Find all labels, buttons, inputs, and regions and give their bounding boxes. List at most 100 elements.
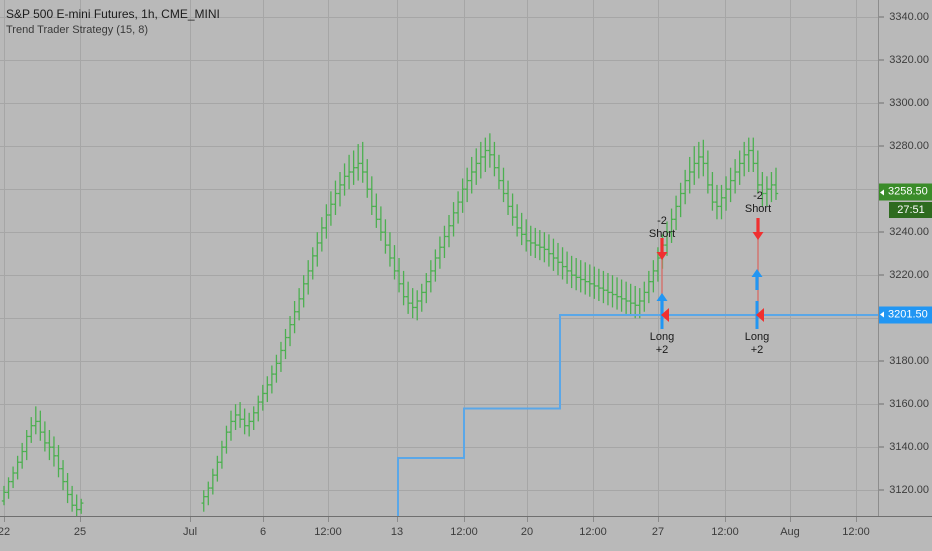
trade-markers [656, 218, 764, 329]
gridline-h [0, 189, 878, 191]
gridline-h [0, 146, 878, 148]
price-axis[interactable]: 3340.003320.003300.003280.003260.003240.… [878, 0, 932, 516]
gridline-v [190, 0, 191, 516]
gridline-h [0, 490, 878, 492]
trade-action: Long [744, 331, 770, 343]
gridline-v [593, 0, 594, 516]
time-axis-label: 12:00 [842, 526, 870, 538]
time-tick [527, 517, 528, 522]
price-axis-label: 3340.00 [889, 11, 929, 24]
last-price-badge[interactable]: 3258.50 [879, 183, 932, 201]
gridline-h [0, 232, 878, 234]
gridline-v [856, 0, 857, 516]
price-axis-label: 3220.00 [889, 269, 929, 282]
price-tick [879, 16, 884, 18]
short-trade-label: -2 Short [649, 215, 675, 241]
time-tick [658, 517, 659, 522]
trade-action: Short [744, 203, 772, 215]
price-tick [879, 145, 884, 147]
time-tick [397, 517, 398, 522]
time-axis-label: 12:00 [450, 526, 478, 538]
time-tick [80, 517, 81, 522]
time-axis-label: Jul [182, 526, 198, 538]
trade-qty: -2 [657, 215, 667, 227]
time-tick [190, 517, 191, 522]
gridline-h [0, 318, 878, 320]
time-axis-label: 6 [259, 526, 267, 538]
position-close-triangle-icon [661, 307, 669, 322]
time-axis-label: 20 [520, 526, 534, 538]
time-tick [856, 517, 857, 522]
gridline-v [397, 0, 398, 516]
price-bars [1, 133, 779, 516]
time-axis-label: 13 [390, 526, 404, 538]
countdown-badge: 27:51 [889, 202, 932, 219]
strategy-line-path [397, 313, 878, 516]
price-axis-label: 3240.00 [889, 226, 929, 239]
gridline-h [0, 275, 878, 277]
price-tick [879, 446, 884, 448]
gridline-h [0, 361, 878, 363]
price-axis-label: 3280.00 [889, 140, 929, 153]
gridline-v [725, 0, 726, 516]
price-tick [879, 489, 884, 491]
price-series [1, 133, 878, 516]
gridline-v [464, 0, 465, 516]
time-axis[interactable]: 22 25 Jul 6 12:00 13 12:00 20 12:00 27 12:00 Aug 12:… [0, 516, 932, 551]
time-tick [263, 517, 264, 522]
time-tick [790, 517, 791, 522]
gridline-v [790, 0, 791, 516]
trade-qty: +2 [655, 344, 669, 356]
time-tick [464, 517, 465, 522]
price-tick [879, 59, 884, 61]
time-axis-label: 22 [0, 526, 11, 538]
time-tick [725, 517, 726, 522]
trade-action: Short [648, 228, 676, 240]
price-tick [879, 274, 884, 276]
gridline-v [328, 0, 329, 516]
short-entry-arrow-icon [752, 218, 764, 240]
time-axis-label: 25 [73, 526, 87, 538]
price-axis-label: 3140.00 [889, 441, 929, 454]
trade-qty: +2 [750, 344, 764, 356]
long-trade-label: Long +2 [745, 331, 769, 357]
strategy-price-badge[interactable]: 3201.50 [879, 306, 932, 324]
price-tick [879, 102, 884, 104]
long-entry-arrow-icon [751, 269, 763, 290]
time-tick [593, 517, 594, 522]
time-axis-label: Aug [780, 526, 800, 538]
price-axis-label: 3120.00 [889, 484, 929, 497]
long-trade-label: Long +2 [650, 331, 674, 357]
gridline-v [527, 0, 528, 516]
time-axis-label: 12:00 [314, 526, 342, 538]
gridline-h [0, 447, 878, 449]
last-price-value: 3258.50 [888, 185, 928, 198]
chart-plot-area[interactable]: -2 Short Long +2 -2 Short Long +2 S&P 500 E-min… [0, 0, 878, 516]
price-tick [879, 403, 884, 405]
gridline-v [4, 0, 5, 516]
time-tick [328, 517, 329, 522]
gridline-v [263, 0, 264, 516]
gridline-h [0, 17, 878, 19]
badge-arrow-icon-2 [880, 311, 884, 318]
strategy-step-line [397, 313, 878, 516]
price-axis-label: 3180.00 [889, 355, 929, 368]
gridline-h [0, 103, 878, 105]
price-tick [879, 360, 884, 362]
short-trade-label: -2 Short [745, 190, 771, 216]
strategy-price-value: 3201.50 [888, 308, 928, 321]
position-close-triangle-icon [756, 307, 764, 322]
time-axis-label: 12:00 [711, 526, 739, 538]
time-axis-label: 12:00 [579, 526, 607, 538]
price-tick [879, 231, 884, 233]
trade-qty: -2 [753, 190, 763, 202]
price-axis-label: 3160.00 [889, 398, 929, 411]
gridline-h [0, 60, 878, 62]
time-axis-label: 27 [651, 526, 665, 538]
price-axis-label: 3320.00 [889, 54, 929, 67]
gridline-v [80, 0, 81, 516]
gridline-h [0, 404, 878, 406]
time-tick [4, 517, 5, 522]
trade-action: Long [649, 331, 675, 343]
